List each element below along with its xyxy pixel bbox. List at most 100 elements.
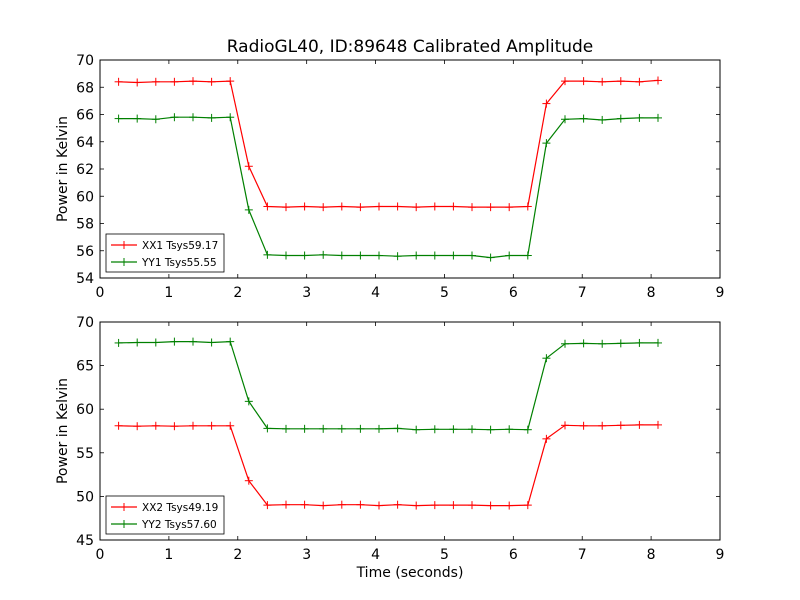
x-tick-label: 8 bbox=[647, 547, 656, 563]
data-point bbox=[449, 202, 458, 211]
data-point bbox=[635, 420, 644, 429]
data-point bbox=[449, 251, 458, 260]
data-point bbox=[616, 77, 625, 86]
plot-frame bbox=[99, 321, 721, 541]
data-point bbox=[244, 162, 253, 171]
data-point bbox=[486, 501, 495, 510]
y-axis-label: Power in Kelvin bbox=[55, 378, 71, 484]
data-point bbox=[282, 500, 290, 509]
data-point bbox=[170, 113, 179, 122]
data-point bbox=[542, 99, 551, 108]
data-point bbox=[505, 203, 514, 212]
x-tick-label: 1 bbox=[164, 285, 173, 301]
legend-label: YY1 Tsys55.55 bbox=[141, 257, 217, 269]
legend-label: YY2 Tsys57.60 bbox=[141, 519, 217, 531]
data-point bbox=[579, 77, 588, 86]
data-point bbox=[226, 421, 235, 430]
series-line-1 bbox=[118, 79, 659, 208]
data-point bbox=[133, 78, 142, 87]
data-point bbox=[523, 501, 532, 510]
data-point bbox=[263, 250, 272, 259]
data-point bbox=[319, 250, 328, 259]
data-point bbox=[356, 251, 365, 260]
data-point bbox=[430, 202, 439, 211]
data-point bbox=[505, 251, 514, 260]
data-point bbox=[635, 338, 644, 347]
data-point bbox=[598, 115, 607, 124]
data-point bbox=[337, 424, 346, 433]
data-point bbox=[300, 251, 309, 260]
legend-box bbox=[105, 233, 225, 273]
data-point bbox=[523, 202, 532, 211]
y-tick-label: 65 bbox=[76, 359, 94, 375]
data-point bbox=[393, 500, 402, 509]
data-point bbox=[635, 113, 644, 122]
data-point bbox=[616, 114, 625, 123]
data-point bbox=[189, 77, 197, 86]
data-point bbox=[375, 202, 383, 211]
data-point bbox=[412, 425, 421, 434]
data-point bbox=[430, 251, 439, 260]
data-point bbox=[579, 114, 588, 123]
y-tick-label: 62 bbox=[76, 162, 94, 178]
data-point bbox=[114, 338, 123, 347]
data-point bbox=[282, 424, 290, 433]
data-point bbox=[654, 113, 662, 122]
data-point bbox=[375, 501, 383, 510]
data-point bbox=[282, 203, 290, 212]
data-point bbox=[356, 424, 365, 433]
x-tick-label: 6 bbox=[509, 285, 518, 301]
data-point bbox=[133, 422, 142, 431]
series-line-2 bbox=[118, 340, 658, 431]
data-point bbox=[579, 421, 588, 430]
legend: XX2 Tsys49.19 YY2 Tsys57.60 bbox=[105, 495, 225, 535]
y-axis-label: Power in Kelvin bbox=[55, 116, 71, 222]
data-point bbox=[337, 500, 346, 509]
data-point bbox=[282, 251, 290, 260]
data-point bbox=[170, 77, 179, 86]
data-point bbox=[244, 476, 253, 485]
data-point bbox=[337, 251, 346, 260]
legend: XX1 Tsys59.17 YY1 Tsys55.55 bbox=[105, 233, 225, 273]
data-point bbox=[561, 339, 569, 348]
data-point bbox=[412, 251, 421, 260]
data-point bbox=[654, 76, 662, 85]
legend-label: XX2 Tsys49.19 bbox=[142, 502, 218, 514]
data-point bbox=[151, 77, 160, 86]
data-point bbox=[505, 425, 514, 434]
x-tick-label: 9 bbox=[716, 285, 725, 301]
data-point bbox=[542, 139, 551, 148]
x-tick-label: 2 bbox=[233, 285, 242, 301]
data-point bbox=[375, 251, 383, 260]
x-tick-label: 3 bbox=[302, 547, 311, 563]
x-tick-label: 4 bbox=[371, 285, 380, 301]
y-tick-label: 64 bbox=[76, 135, 94, 151]
data-point bbox=[430, 425, 439, 434]
x-tick-label: 9 bbox=[716, 547, 725, 563]
data-point bbox=[189, 337, 197, 346]
data-point bbox=[412, 203, 421, 212]
data-point bbox=[356, 500, 365, 509]
data-point bbox=[226, 77, 235, 86]
y-tick-label: 70 bbox=[76, 53, 94, 69]
legend-label: XX1 Tsys59.17 bbox=[142, 240, 218, 252]
data-point bbox=[654, 338, 662, 347]
data-point bbox=[486, 425, 495, 434]
data-point bbox=[635, 77, 644, 86]
x-tick-label: 7 bbox=[578, 285, 587, 301]
data-point bbox=[598, 421, 607, 430]
data-point bbox=[263, 501, 272, 510]
data-point bbox=[170, 337, 179, 346]
data-point bbox=[542, 434, 551, 443]
x-tick-label: 5 bbox=[440, 547, 449, 563]
data-point bbox=[468, 251, 476, 260]
y-tick-label: 50 bbox=[76, 489, 94, 505]
y-tick-label: 70 bbox=[76, 315, 94, 331]
data-point bbox=[319, 203, 328, 212]
data-point bbox=[598, 339, 607, 348]
data-point bbox=[449, 501, 458, 510]
data-point bbox=[468, 203, 476, 212]
y-tick-label: 45 bbox=[76, 533, 94, 549]
